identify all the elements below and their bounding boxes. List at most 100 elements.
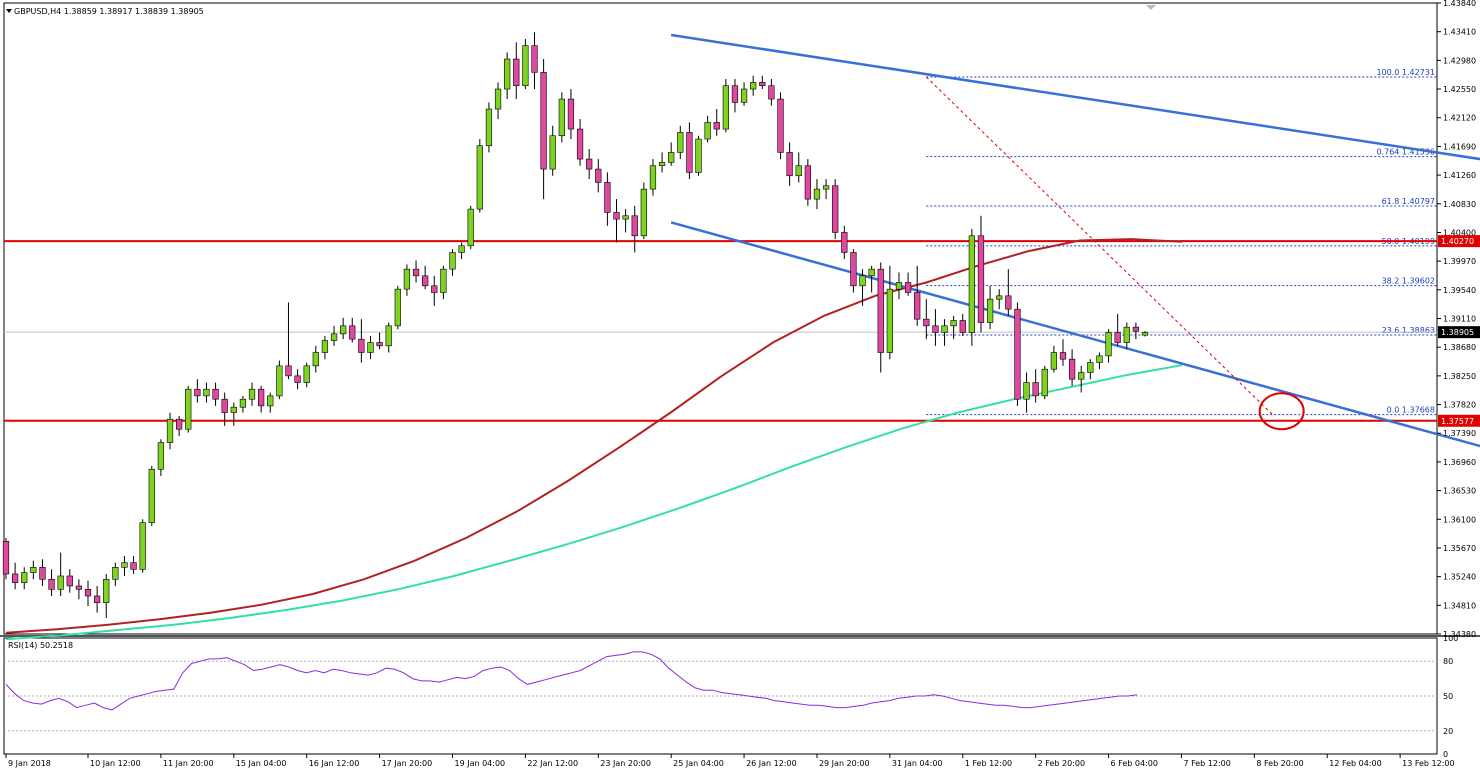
candle-body	[1123, 326, 1130, 343]
candle-body	[103, 579, 110, 603]
candle	[467, 205, 474, 250]
candle	[285, 302, 292, 380]
symbol-info: GBPUSD,H4 1.38859 1.38917 1.38839 1.3890…	[14, 7, 204, 16]
candle-body	[494, 88, 502, 110]
candle	[822, 179, 830, 200]
candle-body	[185, 388, 192, 430]
candle-body	[722, 85, 729, 130]
candle	[695, 135, 702, 176]
candle-body	[777, 98, 784, 153]
candle	[549, 125, 556, 176]
fib-level-label: 38.2 1.39602	[1382, 277, 1435, 286]
candle-body	[66, 575, 73, 587]
candle	[139, 519, 146, 573]
candle	[1114, 313, 1121, 346]
candle-body	[30, 566, 37, 573]
candle	[1132, 322, 1140, 340]
candle-body	[258, 388, 265, 407]
candle-body	[239, 398, 247, 408]
candle-body	[631, 215, 638, 237]
candle-body	[21, 572, 28, 583]
candle	[686, 122, 693, 180]
candle-body	[11, 573, 19, 583]
time-tick-label: 6 Feb 04:00	[1111, 759, 1158, 768]
candle-body	[376, 342, 383, 347]
candle-body	[157, 442, 165, 470]
candle-body	[230, 406, 237, 413]
time-tick-label: 9 Jan 2018	[8, 759, 51, 768]
price-tick-label: 1.41260	[1443, 171, 1476, 180]
time-tick-label: 22 Jan 12:00	[527, 759, 578, 768]
candle-body	[212, 388, 219, 400]
time-tick-label: 31 Jan 04:00	[892, 759, 943, 768]
candle	[1123, 322, 1130, 350]
candle	[1059, 339, 1067, 366]
highlight-circle	[1258, 392, 1305, 431]
candle-body	[412, 268, 420, 277]
candle	[121, 555, 128, 576]
candle-body	[1141, 332, 1149, 336]
candle-body	[1005, 295, 1012, 310]
candle-body	[613, 212, 620, 220]
candle-body	[476, 145, 483, 210]
rsi-line	[5, 651, 1138, 711]
candle-body	[595, 168, 602, 183]
candle	[640, 182, 647, 240]
candle	[986, 285, 994, 330]
candle	[166, 412, 174, 450]
candles	[2, 32, 1149, 618]
time-tick-label: 26 Jan 12:00	[746, 759, 797, 768]
candle	[731, 79, 739, 113]
fib-level-label: 23.6 1.38863	[1382, 326, 1435, 335]
candle	[558, 92, 565, 143]
candle	[212, 382, 219, 406]
candle-body	[877, 268, 884, 353]
candle-body	[531, 45, 538, 73]
candle-body	[941, 325, 948, 333]
price-tick-label: 1.35670	[1443, 544, 1476, 553]
candle	[531, 32, 538, 90]
candle-body	[695, 138, 702, 173]
candle	[185, 385, 192, 433]
candle-body	[276, 365, 283, 397]
candle-body	[704, 122, 711, 140]
candle-body	[522, 45, 529, 87]
candle-body	[1105, 332, 1112, 357]
time-tick-label: 13 Feb 12:00	[1402, 759, 1454, 768]
candle-body	[850, 252, 857, 287]
candle-body	[1114, 332, 1121, 343]
candle	[713, 109, 720, 136]
candle-body	[267, 395, 274, 407]
candle-body	[112, 566, 119, 580]
fib-level-label: 0.764 1.41536	[1376, 148, 1435, 157]
candle-body	[513, 58, 520, 87]
candle-body	[467, 208, 474, 247]
candle	[385, 322, 392, 353]
candle-body	[996, 295, 1003, 300]
time-tick-label: 8 Feb 20:00	[1256, 759, 1303, 768]
candle-body	[640, 188, 647, 237]
candle-body	[668, 152, 675, 163]
candle	[914, 265, 921, 326]
candle-body	[431, 285, 438, 293]
candle-body	[904, 282, 912, 293]
fib-level-label: 61.8 1.40797	[1382, 197, 1435, 206]
candle-body	[84, 589, 92, 597]
candle-body	[549, 135, 556, 170]
fib-level-label: 100.0 1.42731	[1376, 68, 1435, 77]
candle-body	[394, 288, 401, 327]
candle	[868, 265, 875, 293]
candle	[886, 265, 893, 360]
candle	[303, 362, 310, 388]
candle	[221, 392, 228, 426]
candle-body	[923, 318, 930, 327]
candle	[759, 75, 766, 90]
price-tick-label: 1.36100	[1443, 515, 1476, 524]
candle	[21, 567, 28, 590]
candle	[458, 242, 465, 260]
candle	[1005, 269, 1012, 316]
candle	[230, 402, 237, 426]
